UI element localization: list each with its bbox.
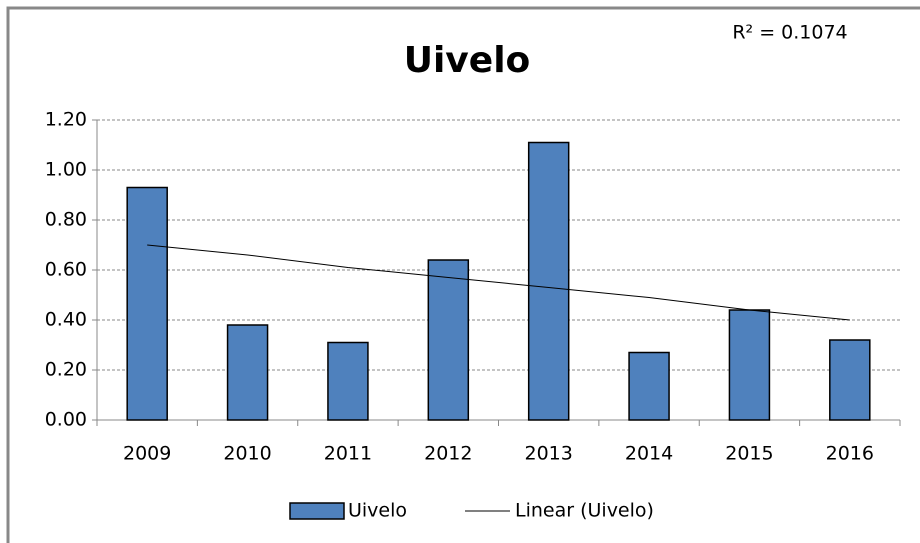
- x-tick-label: 2015: [725, 443, 773, 465]
- y-tick-label: 1.20: [45, 109, 87, 131]
- chart-title: Uivelo: [404, 40, 531, 81]
- y-tick-label: 0.40: [45, 309, 87, 331]
- r-squared: R² = 0.1074: [732, 22, 847, 44]
- legend-label: Linear (Uivelo): [515, 500, 654, 522]
- bar: [728, 309, 771, 421]
- bar: [327, 341, 369, 421]
- bar: [226, 324, 269, 421]
- bar: [628, 351, 670, 421]
- bar: [527, 141, 570, 421]
- bar: [126, 186, 168, 421]
- x-tick-label: 2014: [625, 443, 673, 465]
- legend-swatch: [289, 502, 345, 520]
- y-tick-label: 0.00: [45, 409, 87, 431]
- y-tick-label: 0.20: [45, 359, 87, 381]
- x-tick-label: 2011: [324, 443, 372, 465]
- legend-label: Uivelo: [348, 500, 407, 522]
- y-tick-label: 1.00: [45, 159, 87, 181]
- x-tick-label: 2012: [424, 443, 472, 465]
- bar: [427, 259, 470, 421]
- x-tick-label: 2009: [123, 443, 171, 465]
- x-tick-label: 2016: [826, 443, 874, 465]
- x-tick-label: 2013: [525, 443, 573, 465]
- y-tick-label: 0.80: [45, 209, 87, 231]
- frame: [6, 6, 920, 543]
- bar: [829, 339, 871, 421]
- y-tick-label: 0.60: [45, 259, 87, 281]
- trendline: [147, 244, 850, 321]
- x-tick-label: 2010: [223, 443, 271, 465]
